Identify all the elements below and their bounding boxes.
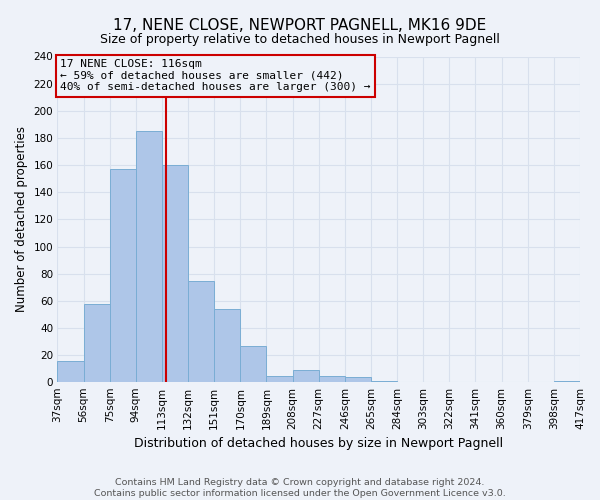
Text: Contains HM Land Registry data © Crown copyright and database right 2024.
Contai: Contains HM Land Registry data © Crown c… [94,478,506,498]
Bar [83,304,110,382]
Bar [266,376,293,382]
Text: 17, NENE CLOSE, NEWPORT PAGNELL, MK16 9DE: 17, NENE CLOSE, NEWPORT PAGNELL, MK16 9D… [113,18,487,32]
Bar [214,309,241,382]
Bar [162,165,188,382]
Bar [188,280,214,382]
Bar [110,169,136,382]
Bar [371,381,397,382]
Bar [241,346,266,383]
Bar [58,360,83,382]
Bar [293,370,319,382]
X-axis label: Distribution of detached houses by size in Newport Pagnell: Distribution of detached houses by size … [134,437,503,450]
Bar [345,377,371,382]
Bar [136,131,162,382]
Y-axis label: Number of detached properties: Number of detached properties [15,126,28,312]
Text: Size of property relative to detached houses in Newport Pagnell: Size of property relative to detached ho… [100,32,500,46]
Text: 17 NENE CLOSE: 116sqm
← 59% of detached houses are smaller (442)
40% of semi-det: 17 NENE CLOSE: 116sqm ← 59% of detached … [60,59,371,92]
Bar [319,376,345,382]
Bar [554,381,580,382]
